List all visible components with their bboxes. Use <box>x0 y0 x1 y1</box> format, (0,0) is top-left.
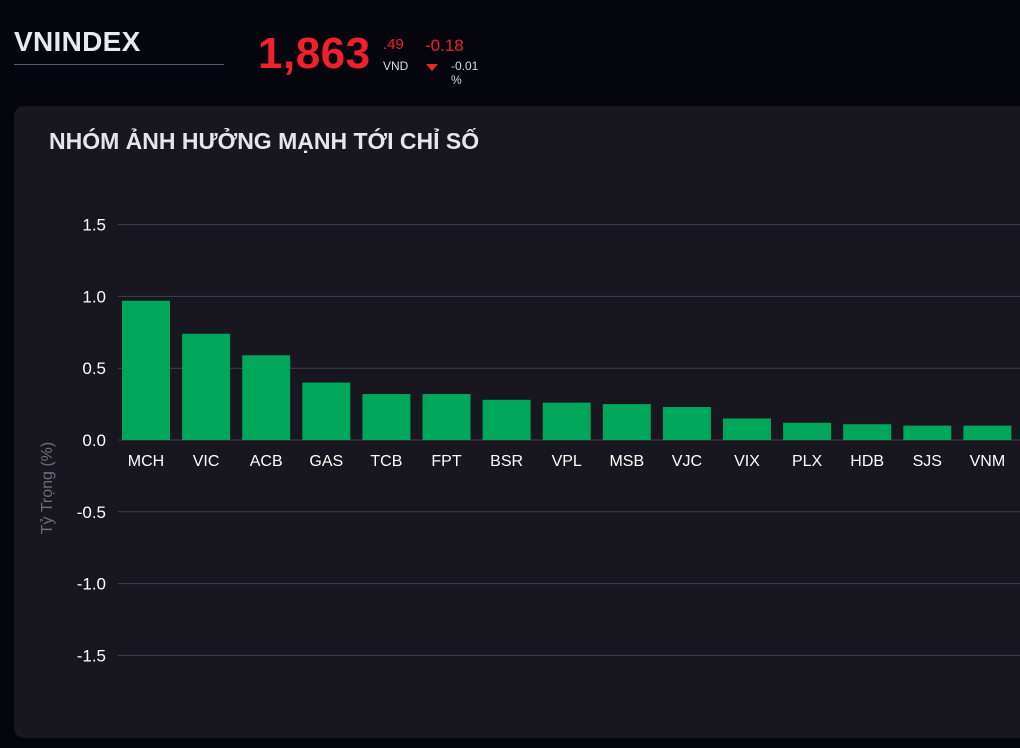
bar <box>843 424 892 440</box>
change-percent: -0.01 % <box>451 59 479 87</box>
bar <box>182 333 231 440</box>
chart-panel: NHÓM ẢNH HƯỞNG MẠNH TỚI CHỈ SỐ 1.5 1.0 0.5… <box>14 106 1020 738</box>
y-tick-label: 0.5 <box>82 359 106 378</box>
x-tick-label: MSB <box>609 453 644 470</box>
bar <box>903 425 952 440</box>
y-tick-label: 1.5 <box>82 216 106 235</box>
x-tick-label: PLX <box>792 453 823 470</box>
x-tick-label: TCB <box>370 453 402 470</box>
bar <box>482 399 531 440</box>
ticker-underline <box>14 64 224 65</box>
y-axis-title: Tỷ Trọng (%) <box>39 442 56 534</box>
bar <box>542 402 591 440</box>
y-tick-label: -1.5 <box>77 646 106 665</box>
panel-title: NHÓM ẢNH HƯỞNG MẠNH TỚI CHỈ SỐ <box>49 128 480 154</box>
x-tick-label: SJS <box>913 453 942 470</box>
x-tick-label: VJC <box>672 453 702 470</box>
x-tick-label: FPT <box>431 453 461 470</box>
y-tick-label: 1.0 <box>82 287 106 306</box>
bar <box>723 418 771 440</box>
price-decimal: .49 <box>383 36 404 53</box>
bar-chart: 1.5 1.0 0.5 0.0 -0.5 -1.0 -1.5 Tỷ Trọng (%) MCH V… <box>39 216 1020 665</box>
x-tick-label: VPL <box>552 453 582 470</box>
x-tick-label: BSR <box>490 453 523 470</box>
x-tick-label: HDB <box>850 453 884 470</box>
bar <box>422 394 471 440</box>
bar <box>602 404 651 440</box>
y-tick-label: 0.0 <box>82 431 106 450</box>
x-tick-label: MCH <box>128 453 164 470</box>
bar <box>302 382 351 440</box>
bar <box>242 355 291 440</box>
bar <box>122 300 170 440</box>
ticker-name: VNINDEX <box>14 26 141 57</box>
bar <box>362 394 411 440</box>
x-tick-label: ACB <box>250 453 283 470</box>
currency-label: VND <box>383 59 409 73</box>
triangle-down-icon <box>426 64 438 71</box>
bar <box>662 406 711 440</box>
x-tick-label: VNM <box>970 453 1006 470</box>
ticker-block: VNINDEX <box>14 26 224 65</box>
price-main: 1,863 <box>258 29 371 78</box>
x-tick-label: VIC <box>193 453 220 470</box>
x-tick-label: GAS <box>309 453 343 470</box>
y-tick-label: -1.0 <box>77 575 106 594</box>
bar <box>963 425 1012 440</box>
y-tick-label: -0.5 <box>77 503 106 522</box>
bar <box>783 422 832 440</box>
x-tick-label: VIX <box>734 453 760 470</box>
change-value: -0.18 <box>425 36 464 55</box>
